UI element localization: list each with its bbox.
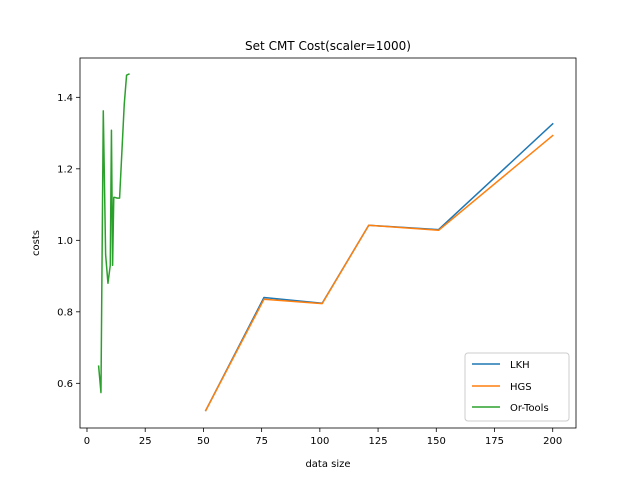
series-line-hgs: [204, 134, 554, 412]
series-line-or-tools: [97, 73, 130, 394]
x-tick-label: 200: [543, 436, 562, 447]
x-tick-label: 50: [197, 436, 210, 447]
legend-box: [464, 352, 570, 422]
y-tick-label: 1.2: [57, 164, 73, 175]
x-tick-label: 150: [427, 436, 446, 447]
legend-label-hgs: HGS: [510, 382, 532, 393]
x-tick-label: 175: [485, 436, 504, 447]
x-tick-label: 25: [139, 436, 152, 447]
x-tick-label: 75: [255, 436, 268, 447]
legend: LKH HGS Or-Tools: [464, 352, 570, 422]
legend-label-or-tools: Or-Tools: [510, 403, 549, 414]
x-axis-label: data size: [305, 459, 350, 470]
plot-frame: [79, 57, 577, 429]
x-tick-label: 100: [310, 436, 329, 447]
x-axis: 0 25 50 75 100 125 150 175 200: [84, 428, 562, 447]
x-tick-label: 125: [369, 436, 388, 447]
y-tick-label: 0.6: [57, 379, 73, 390]
series-layer: [97, 73, 554, 412]
chart-title: Set CMT Cost(scaler=1000): [245, 39, 411, 53]
y-tick-label: 0.8: [57, 307, 73, 318]
y-axis: 0.6 0.8 1.0 1.2 1.4: [57, 93, 80, 390]
y-axis-label: costs: [31, 230, 42, 256]
legend-label-lkh: LKH: [510, 360, 530, 371]
x-tick-label: 0: [84, 436, 90, 447]
y-tick-label: 1.4: [57, 93, 73, 104]
y-tick-label: 1.0: [57, 236, 73, 247]
